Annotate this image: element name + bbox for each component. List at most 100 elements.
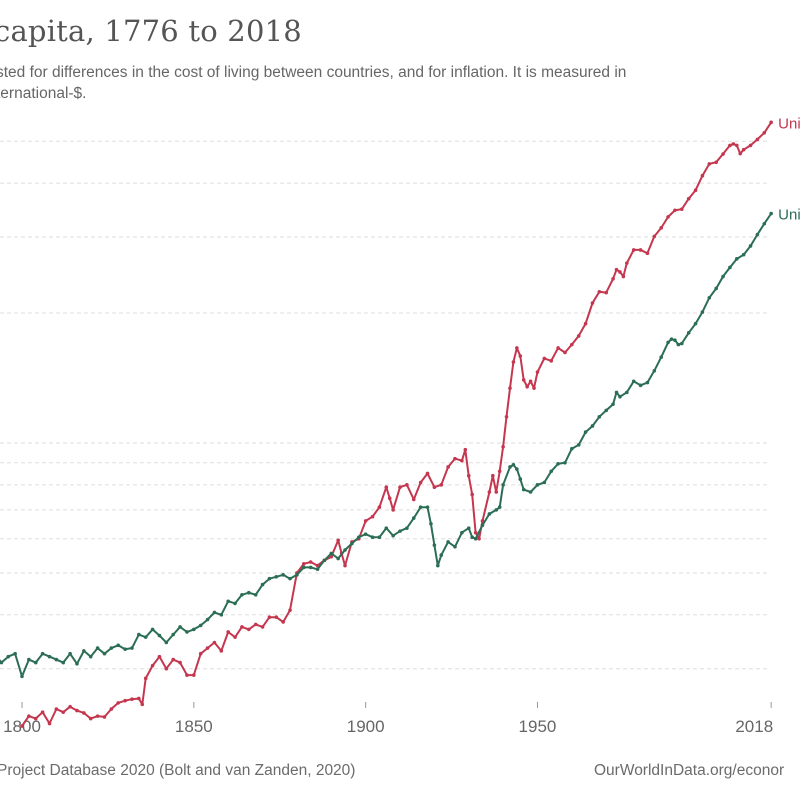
data-point-united-kingdom-1822[interactable] xyxy=(95,646,100,650)
data-point-united-states-1908[interactable] xyxy=(391,508,395,512)
data-point-united-states-1842[interactable] xyxy=(164,666,169,671)
data-point-united-states-1848[interactable] xyxy=(185,673,189,677)
data-point-united-states-1968[interactable] xyxy=(597,289,602,294)
data-point-united-states-1929[interactable] xyxy=(463,447,468,452)
data-point-united-kingdom-1919[interactable] xyxy=(429,521,433,526)
data-point-united-kingdom-1898[interactable] xyxy=(356,535,361,540)
data-point-united-states-1936[interactable] xyxy=(487,490,492,494)
data-point-united-states-1975[interactable] xyxy=(621,274,626,279)
data-point-united-states-1958[interactable] xyxy=(563,350,567,355)
data-point-united-states-1926[interactable] xyxy=(453,456,457,461)
data-point-united-states-1931[interactable] xyxy=(470,492,474,497)
data-point-united-kingdom-1820[interactable] xyxy=(88,654,93,659)
data-point-united-kingdom-1980[interactable] xyxy=(638,383,643,388)
data-point-united-states-1894[interactable] xyxy=(343,563,347,568)
data-point-united-states-1878[interactable] xyxy=(288,608,292,612)
data-point-united-states-2018[interactable] xyxy=(769,120,773,125)
data-point-united-states-1934[interactable] xyxy=(480,519,485,523)
data-point-united-kingdom-1866[interactable] xyxy=(247,590,251,595)
data-point-united-kingdom-1874[interactable] xyxy=(274,574,279,579)
data-point-united-kingdom-1836[interactable] xyxy=(143,635,148,639)
data-point-united-states-1866[interactable] xyxy=(247,627,251,632)
data-point-united-kingdom-1830[interactable] xyxy=(123,647,127,651)
data-point-united-states-1838[interactable] xyxy=(150,663,155,668)
data-point-united-kingdom-1892[interactable] xyxy=(336,556,340,561)
data-point-united-states-1992[interactable] xyxy=(680,207,684,211)
data-point-united-states-1982[interactable] xyxy=(645,251,650,256)
data-point-united-kingdom-1918[interactable] xyxy=(425,505,430,510)
data-point-united-kingdom-1982[interactable] xyxy=(645,380,650,385)
data-point-united-kingdom-1842[interactable] xyxy=(164,640,169,645)
data-point-united-states-1976[interactable] xyxy=(625,261,629,265)
data-point-united-kingdom-1858[interactable] xyxy=(219,613,224,617)
data-point-united-states-1986[interactable] xyxy=(659,226,663,230)
data-point-united-kingdom-1924[interactable] xyxy=(446,540,450,544)
data-point-united-states-1808[interactable] xyxy=(47,721,52,726)
data-point-united-states-1872[interactable] xyxy=(267,615,272,619)
data-point-united-states-1835[interactable] xyxy=(140,702,145,707)
data-point-united-kingdom-1802[interactable] xyxy=(27,657,31,662)
data-point-united-states-1882[interactable] xyxy=(301,562,306,566)
data-point-united-kingdom-1910[interactable] xyxy=(398,529,402,533)
data-point-united-states-1802[interactable] xyxy=(27,714,31,718)
data-point-united-kingdom-1854[interactable] xyxy=(205,617,210,622)
data-point-united-states-1876[interactable] xyxy=(281,620,285,624)
data-point-united-kingdom-1904[interactable] xyxy=(377,535,382,540)
data-point-united-kingdom-1794[interactable] xyxy=(0,660,4,665)
data-point-united-kingdom-1832[interactable] xyxy=(130,646,134,650)
data-point-united-states-1870[interactable] xyxy=(260,625,265,629)
data-point-united-kingdom-1886[interactable] xyxy=(315,567,320,572)
data-point-united-states-1933[interactable] xyxy=(477,536,481,541)
data-point-united-kingdom-2014[interactable] xyxy=(755,232,760,237)
data-point-united-kingdom-2016[interactable] xyxy=(762,221,767,226)
data-point-united-states-1973[interactable] xyxy=(614,267,619,272)
data-point-united-kingdom-1828[interactable] xyxy=(116,643,121,648)
data-point-united-states-1850[interactable] xyxy=(192,673,196,677)
data-point-united-kingdom-1942[interactable] xyxy=(508,465,512,469)
data-point-united-kingdom-1856[interactable] xyxy=(212,610,217,615)
data-point-united-kingdom-1962[interactable] xyxy=(576,443,581,447)
data-point-united-states-1962[interactable] xyxy=(576,334,581,338)
data-point-united-kingdom-1973[interactable] xyxy=(614,390,619,395)
data-point-united-kingdom-1824[interactable] xyxy=(102,651,107,656)
data-point-united-states-1812[interactable] xyxy=(61,710,66,714)
data-point-united-kingdom-1804[interactable] xyxy=(33,660,38,665)
data-point-united-states-1946[interactable] xyxy=(521,378,526,382)
data-point-united-states-1832[interactable] xyxy=(130,697,134,702)
data-point-united-states-1978[interactable] xyxy=(631,248,636,252)
data-point-united-states-1874[interactable] xyxy=(274,615,279,619)
data-point-united-kingdom-1818[interactable] xyxy=(82,649,86,653)
data-point-united-kingdom-1956[interactable] xyxy=(556,461,560,466)
data-point-united-kingdom-1844[interactable] xyxy=(171,632,176,637)
data-point-united-kingdom-1848[interactable] xyxy=(185,630,189,634)
data-point-united-states-1974[interactable] xyxy=(618,270,622,274)
data-point-united-states-1920[interactable] xyxy=(432,485,437,489)
data-point-united-kingdom-1810[interactable] xyxy=(54,657,59,662)
data-point-united-kingdom-1986[interactable] xyxy=(659,355,663,360)
data-point-united-states-1852[interactable] xyxy=(198,651,203,656)
data-point-united-states-1996[interactable] xyxy=(693,188,698,193)
data-point-united-kingdom-1991[interactable] xyxy=(676,342,681,347)
data-point-united-states-2016[interactable] xyxy=(762,130,767,135)
data-point-united-kingdom-1868[interactable] xyxy=(253,593,258,597)
data-point-united-states-1824[interactable] xyxy=(102,715,107,719)
data-point-united-kingdom-1884[interactable] xyxy=(308,565,313,570)
data-point-united-states-1814[interactable] xyxy=(68,704,72,709)
data-point-united-states-2008[interactable] xyxy=(734,143,739,148)
data-point-united-kingdom-2002[interactable] xyxy=(714,286,718,291)
data-point-united-kingdom-1943[interactable] xyxy=(511,463,516,467)
data-point-united-states-2009[interactable] xyxy=(738,151,743,156)
data-point-united-kingdom-1934[interactable] xyxy=(480,523,485,528)
data-point-united-kingdom-1808[interactable] xyxy=(47,654,52,659)
data-point-united-kingdom-1888[interactable] xyxy=(322,558,327,563)
data-point-united-kingdom-1976[interactable] xyxy=(625,390,629,395)
data-point-united-states-1966[interactable] xyxy=(590,301,595,305)
data-point-united-states-1868[interactable] xyxy=(253,622,258,627)
data-point-united-kingdom-1996[interactable] xyxy=(693,321,698,326)
data-point-united-states-1956[interactable] xyxy=(556,346,560,350)
data-point-united-kingdom-1964[interactable] xyxy=(583,430,588,434)
data-point-united-states-1948[interactable] xyxy=(528,379,533,384)
data-point-united-states-1930[interactable] xyxy=(466,473,471,478)
data-point-united-states-1937[interactable] xyxy=(491,473,495,478)
data-point-united-states-1844[interactable] xyxy=(171,657,176,662)
